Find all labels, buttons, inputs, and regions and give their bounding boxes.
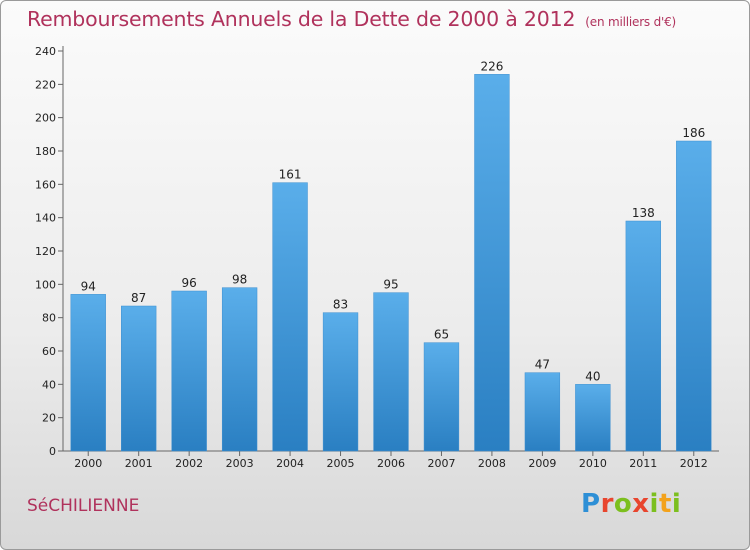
- x-tick-label: 2002: [175, 457, 203, 470]
- x-tick-label: 2009: [528, 457, 556, 470]
- chart-labels: 94 2000 87 2001 96 2002 98 2003 161 2004 83 2005 95 2…: [74, 59, 708, 470]
- bar: [524, 372, 561, 452]
- data-label: 186: [682, 126, 705, 140]
- x-tick-label: 2006: [377, 457, 405, 470]
- data-label: 161: [279, 168, 302, 182]
- brand-letter: x: [632, 489, 650, 519]
- brand-logo: Proxiti: [581, 489, 681, 519]
- data-label: 47: [535, 358, 550, 372]
- x-tick-label: 2011: [629, 457, 657, 470]
- y-tick-label: 140: [35, 212, 56, 225]
- bar: [373, 292, 409, 452]
- x-tick-label: 2012: [680, 457, 708, 470]
- bar: [322, 312, 359, 452]
- y-tick-label: 200: [35, 112, 56, 125]
- data-label: 138: [632, 206, 655, 220]
- y-tick-label: 120: [35, 245, 56, 258]
- y-tick-label: 180: [35, 145, 56, 158]
- y-tick-label: 0: [49, 445, 56, 458]
- chart-subtitle: (en milliers d'€): [585, 15, 677, 29]
- title-text: Remboursements Annuels de la Dette de 20…: [27, 7, 576, 31]
- y-tick-label: 20: [42, 412, 56, 425]
- x-tick-label: 2003: [226, 457, 254, 470]
- data-label: 98: [232, 273, 247, 287]
- data-label: 94: [81, 279, 96, 293]
- x-tick-label: 2008: [478, 457, 506, 470]
- data-label: 226: [480, 59, 503, 73]
- commune-name: SéCHILIENNE: [27, 496, 140, 516]
- bar: [625, 220, 661, 452]
- data-label: 96: [182, 276, 197, 290]
- chart-bars: [70, 74, 712, 452]
- x-tick-label: 2007: [427, 457, 455, 470]
- data-label: 83: [333, 298, 348, 312]
- y-tick-label: 160: [35, 178, 56, 191]
- brand-letter: i: [671, 489, 682, 519]
- bar: [676, 140, 712, 452]
- brand-letter: t: [658, 489, 672, 519]
- x-tick-label: 2001: [125, 457, 153, 470]
- x-tick-label: 2005: [327, 457, 355, 470]
- data-label: 95: [383, 278, 398, 292]
- y-tick-label: 100: [35, 278, 56, 291]
- bar: [121, 305, 157, 452]
- data-label: 87: [131, 291, 146, 305]
- brand-letter: P: [581, 489, 601, 519]
- data-label: 40: [585, 369, 600, 383]
- y-tick-label: 40: [42, 378, 56, 391]
- y-tick-label: 60: [42, 345, 56, 358]
- bar: [423, 342, 460, 452]
- brand-letter: i: [649, 489, 659, 519]
- bar-chart: 0 20 40 60 80 100 120 140 160 180 200 220 240 94 2000…: [35, 45, 719, 470]
- y-tick-label: 80: [42, 312, 56, 325]
- chart-title: Remboursements Annuels de la Dette de 20…: [27, 7, 676, 31]
- bar: [575, 384, 611, 452]
- y-tick-label: 240: [35, 45, 56, 58]
- data-label: 65: [434, 328, 449, 342]
- y-tick-label: 220: [35, 78, 56, 91]
- bar: [70, 294, 106, 452]
- bar: [221, 287, 258, 452]
- bar: [272, 182, 308, 452]
- bar: [171, 290, 207, 452]
- brand-letter: o: [613, 489, 633, 519]
- brand-letter: r: [600, 489, 614, 519]
- bar: [474, 74, 510, 452]
- x-tick-label: 2010: [579, 457, 607, 470]
- x-tick-label: 2004: [276, 457, 304, 470]
- x-tick-label: 2000: [74, 457, 102, 470]
